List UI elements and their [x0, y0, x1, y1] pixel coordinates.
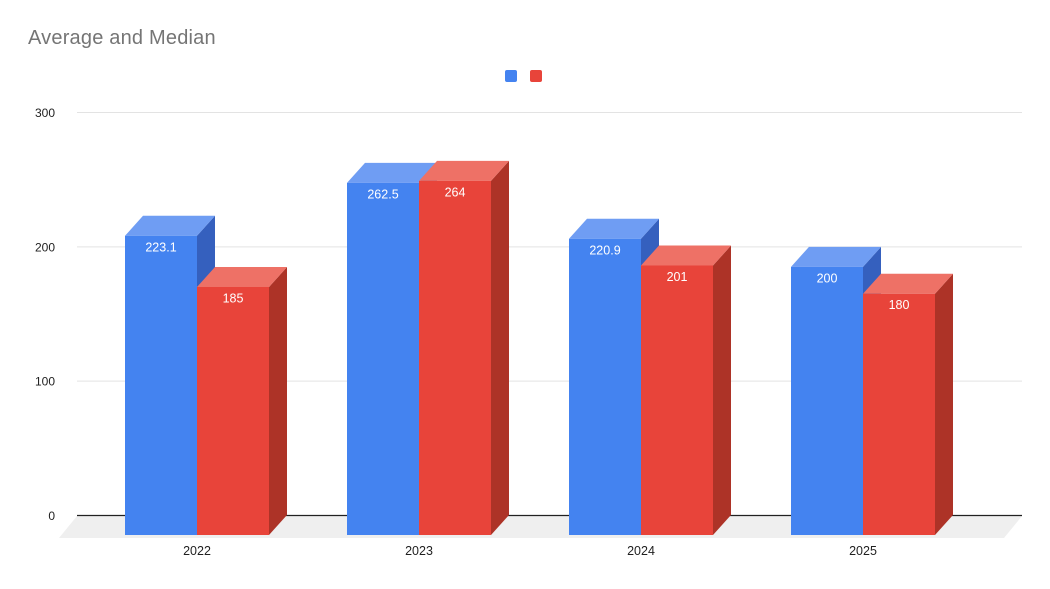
- bar-side-face: [491, 160, 509, 536]
- bar-2022-series2[interactable]: 185: [197, 266, 287, 535]
- bar-side-face: [713, 245, 731, 536]
- legend-swatch-series2[interactable]: [530, 70, 542, 82]
- y-tick-label-100: 100: [35, 375, 55, 389]
- x-category-label-2025: 2025: [849, 544, 877, 558]
- bar-front-face: [863, 293, 935, 535]
- bar-value-label: 223.1: [145, 240, 176, 254]
- bar-top-face: [197, 266, 287, 287]
- bar-front-face: [197, 286, 269, 535]
- bar-side-face: [269, 266, 287, 535]
- bar-top-face: [863, 273, 953, 294]
- y-tick-label-0: 0: [48, 509, 55, 523]
- bar-top-face: [641, 245, 731, 266]
- bar-front-face: [791, 266, 863, 535]
- chart-title: Average and Median: [28, 27, 216, 49]
- bar-2024-series2[interactable]: 201: [641, 245, 731, 536]
- y-tick-label-200: 200: [35, 240, 55, 254]
- bar-value-label: 262.5: [367, 187, 398, 201]
- bar-top-face: [347, 162, 437, 183]
- y-tick-label-300: 300: [35, 106, 55, 120]
- legend-swatch-series1[interactable]: [505, 70, 517, 82]
- bar-value-label: 180: [889, 298, 910, 312]
- bar-front-face: [419, 180, 491, 536]
- bar-side-face: [935, 273, 953, 535]
- bar-front-face: [125, 235, 197, 535]
- bar-front-face: [641, 265, 713, 535]
- bar-2025-series2[interactable]: 180: [863, 273, 953, 535]
- bar-value-label: 200: [817, 271, 838, 285]
- bar-top-face: [569, 218, 659, 239]
- x-category-label-2024: 2024: [627, 544, 655, 558]
- bar-top-face: [419, 160, 509, 181]
- bar-2023-series2[interactable]: 264: [419, 160, 509, 536]
- x-category-label-2023: 2023: [405, 544, 433, 558]
- bar-front-face: [569, 238, 641, 535]
- bar-top-face: [125, 215, 215, 236]
- bar-value-label: 220.9: [589, 243, 620, 257]
- bar-top-face: [791, 246, 881, 267]
- bar-value-label: 185: [223, 291, 244, 305]
- legend: [505, 70, 542, 82]
- bar-value-label: 201: [667, 270, 688, 284]
- bar-value-label: 264: [445, 185, 466, 199]
- bar-front-face: [347, 182, 419, 535]
- chart-floor: [59, 516, 1022, 538]
- x-category-label-2022: 2022: [183, 544, 211, 558]
